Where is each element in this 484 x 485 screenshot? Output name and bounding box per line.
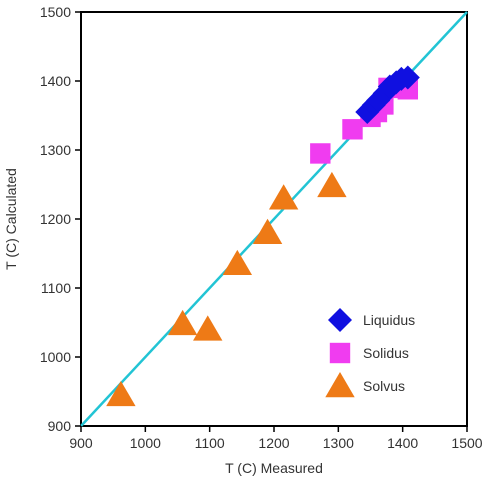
x-tick-label: 1300 (323, 435, 354, 451)
y-tick-label: 1500 (40, 4, 71, 20)
y-tick-label: 1400 (40, 73, 71, 89)
solvus-point (193, 315, 223, 341)
solvus-point (252, 218, 283, 244)
x-tick-label: 900 (69, 435, 93, 451)
y-axis-ticks: 900 1000 1100 1200 1300 1400 1500 (40, 4, 81, 434)
y-tick-label: 1300 (40, 142, 71, 158)
x-axis-ticks: 900 1000 1100 1200 1300 1400 1500 (69, 426, 483, 451)
y-tick-label: 1200 (40, 211, 71, 227)
data-points (106, 65, 420, 407)
x-tick-label: 1400 (387, 435, 418, 451)
liquidus-point (395, 65, 420, 90)
x-tick-label: 1100 (195, 435, 225, 451)
x-tick-label: 1000 (130, 435, 161, 451)
liquidus-legend-marker (328, 308, 352, 332)
x-tick-label: 1500 (451, 435, 482, 451)
legend: Liquidus Solidus Solvus (325, 308, 415, 398)
y-tick-label: 1100 (41, 280, 71, 296)
x-axis-title: T (C) Measured (225, 460, 323, 476)
solidus-legend-marker (329, 342, 351, 364)
y-tick-label: 900 (48, 418, 72, 434)
solvus-point (268, 184, 299, 210)
solvus-point (106, 380, 136, 407)
solvus-legend-marker (325, 372, 355, 398)
solvus-point (317, 171, 347, 198)
y-tick-label: 1000 (40, 349, 71, 365)
solidus-point (310, 143, 331, 164)
solvus-point (167, 309, 198, 336)
x-tick-label: 1200 (258, 435, 289, 451)
solidus-point (342, 119, 363, 140)
liquidus-legend-label: Liquidus (363, 312, 415, 328)
solvus-legend-label: Solvus (363, 378, 405, 394)
solvus-point (222, 249, 253, 276)
solidus-legend-label: Solidus (363, 345, 409, 361)
y-axis-title: T (C) Calculated (3, 168, 19, 270)
